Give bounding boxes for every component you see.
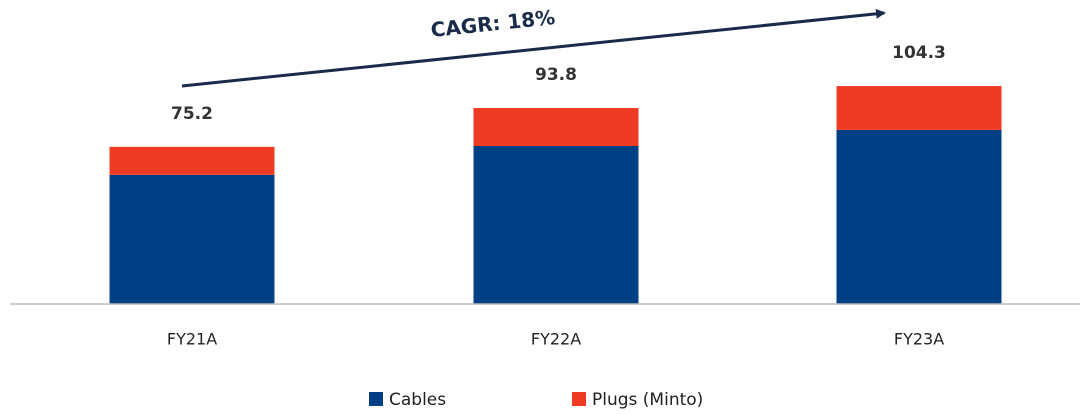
bar-segment bbox=[109, 174, 275, 304]
legend-label: Plugs (Minto) bbox=[592, 390, 703, 410]
legend-swatch bbox=[369, 392, 383, 406]
bar-segment bbox=[473, 107, 639, 147]
legend-label: Cables bbox=[389, 390, 446, 410]
annotation: CAGR: 18% bbox=[430, 5, 557, 42]
x-tick-label: FY21A bbox=[167, 330, 217, 349]
x-tick-label: FY23A bbox=[894, 330, 944, 349]
bar-segment bbox=[109, 146, 275, 175]
cagr-arrow bbox=[181, 8, 886, 88]
total-label: 93.8 bbox=[535, 65, 577, 85]
bar-segment bbox=[473, 146, 639, 304]
total-label: 75.2 bbox=[171, 104, 213, 124]
bar-segment bbox=[836, 129, 1002, 304]
x-tick-label: FY22A bbox=[531, 330, 581, 349]
total-label: 104.3 bbox=[892, 43, 946, 63]
bar-segment bbox=[836, 86, 1002, 130]
legend-swatch bbox=[572, 392, 586, 406]
